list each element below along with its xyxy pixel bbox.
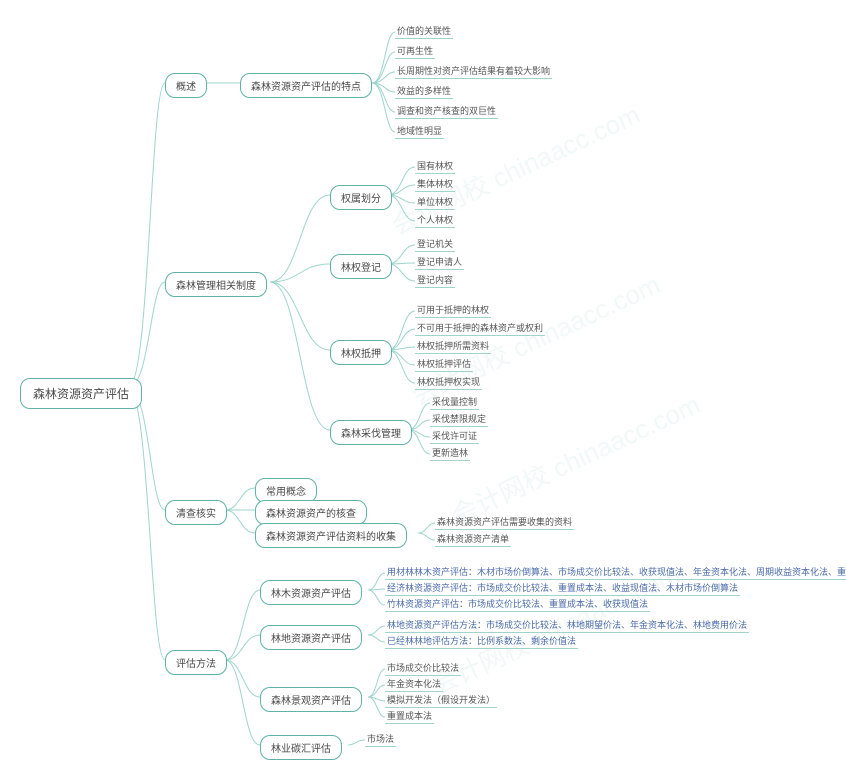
leaf-ownership: 个人林权 <box>415 213 455 228</box>
leaf-mortgage: 不可用于抵押的森林资产或权利 <box>415 321 545 336</box>
leaf-datacollect: 森林资源资产清单 <box>435 532 511 547</box>
node-landscape-val: 森林景观资产评估 <box>260 687 362 712</box>
node-valuation: 评估方法 <box>165 650 227 675</box>
node-ownership: 权属划分 <box>330 185 392 210</box>
leaf-ownership: 集体林权 <box>415 177 455 192</box>
leaf-landscape: 重置成本法 <box>385 709 434 724</box>
leaf-harvest: 采伐许可证 <box>430 429 479 444</box>
leaf-timber: 经济林资源资产评估：市场成交价比较法、重置成本法、收益现值法、木材市场价倒算法 <box>385 581 740 596</box>
leaf-mortgage: 可用于抵押的林权 <box>415 303 491 318</box>
leaf-characteristic: 调查和资产核查的双巨性 <box>395 104 498 119</box>
leaf-landscape: 市场成交价比较法 <box>385 661 461 676</box>
leaf-harvest: 采伐量控制 <box>430 395 479 410</box>
node-data-collect: 森林资源资产评估资料的收集 <box>255 523 407 548</box>
leaf-characteristic: 地域性明显 <box>395 124 444 139</box>
leaf-mortgage: 林权抵押评估 <box>415 357 473 372</box>
watermark: 会计网校 chinaacc.com <box>445 385 706 533</box>
leaf-registration: 登记机关 <box>415 237 455 252</box>
leaf-characteristic: 效益的多样性 <box>395 84 453 99</box>
leaf-carbon: 市场法 <box>365 732 396 747</box>
leaf-mortgage: 林权抵押权实现 <box>415 375 482 390</box>
leaf-ownership: 国有林权 <box>415 159 455 174</box>
leaf-datacollect: 森林资源资产评估需要收集的资料 <box>435 515 574 530</box>
node-overview: 概述 <box>165 73 207 98</box>
leaf-land: 林地资源资产评估方法：市场成交价比较法、林地期望价法、年金资本化法、林地费用价法 <box>385 618 749 633</box>
leaf-landscape: 年金资本化法 <box>385 677 443 692</box>
node-inventory: 清查核实 <box>165 500 227 525</box>
leaf-characteristic: 长周期性对资产评估结果有着较大影响 <box>395 64 552 79</box>
leaf-harvest: 采伐禁限规定 <box>430 412 488 427</box>
node-harvest-mgmt: 森林采伐管理 <box>330 420 412 445</box>
leaf-mortgage: 林权抵押所需资料 <box>415 339 491 354</box>
leaf-registration: 登记申请人 <box>415 255 464 270</box>
leaf-characteristic: 可再生性 <box>395 44 435 59</box>
node-check: 森林资源资产的核查 <box>255 500 367 525</box>
node-mgmt-system: 森林管理相关制度 <box>165 272 267 297</box>
node-timber-val: 林木资源资产评估 <box>260 580 362 605</box>
node-registration: 林权登记 <box>330 254 392 279</box>
leaf-landscape: 模拟开发法（假设开发法） <box>385 693 497 708</box>
leaf-ownership: 单位林权 <box>415 195 455 210</box>
leaf-timber: 用材林林木资产评估：木材市场价倒算法、市场成交价比较法、收获现值法、年金资本化法… <box>385 565 846 580</box>
node-mortgage: 林权抵押 <box>330 340 392 365</box>
leaf-characteristic: 价值的关联性 <box>395 24 453 39</box>
node-land-val: 林地资源资产评估 <box>260 625 362 650</box>
leaf-registration: 登记内容 <box>415 273 455 288</box>
node-carbon-val: 林业碳汇评估 <box>260 735 342 760</box>
leaf-timber: 竹林资源资产评估：市场成交价比较法、重置成本法、收获现值法 <box>385 597 650 612</box>
root-node: 森林资源资产评估 <box>20 378 142 409</box>
node-characteristics: 森林资源资产评估的特点 <box>240 73 372 98</box>
leaf-land: 已经林林地评估方法：比例系数法、剩余价值法 <box>385 634 578 649</box>
leaf-harvest: 更新造林 <box>430 446 470 461</box>
